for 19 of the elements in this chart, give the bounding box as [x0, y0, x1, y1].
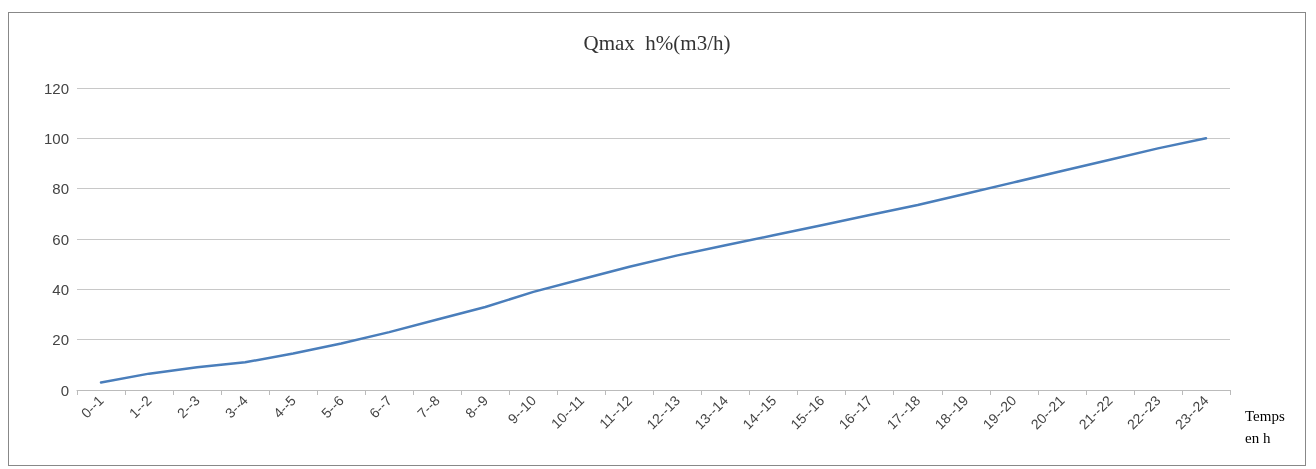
y-tick-label: 120 [43, 79, 69, 97]
x-tick-label: 3--4 [221, 392, 251, 422]
x-tick-label: 7--8 [414, 392, 444, 422]
x-tick-label: 4--5 [269, 392, 299, 422]
x-tick-label: 0--1 [77, 392, 107, 422]
y-tick-label: 0 [60, 381, 69, 399]
x-tick-label: 8--9 [462, 392, 492, 422]
y-tick-label: 20 [52, 331, 69, 349]
y-tick-label: 80 [52, 180, 69, 198]
x-axis-title: Temps en h [1245, 408, 1289, 446]
y-tick-label: 40 [52, 280, 69, 298]
y-tick-label: 100 [43, 129, 69, 147]
x-tick-label: 2--3 [173, 392, 203, 422]
line-series [99, 137, 1208, 384]
x-tick-label: 1--2 [125, 392, 155, 422]
y-tick-label: 60 [52, 230, 69, 248]
chart-title: Qmax h%(m3/h) [583, 30, 731, 55]
x-tick-label: 5--6 [317, 392, 348, 422]
x-tick-label: 6--7 [366, 392, 396, 422]
